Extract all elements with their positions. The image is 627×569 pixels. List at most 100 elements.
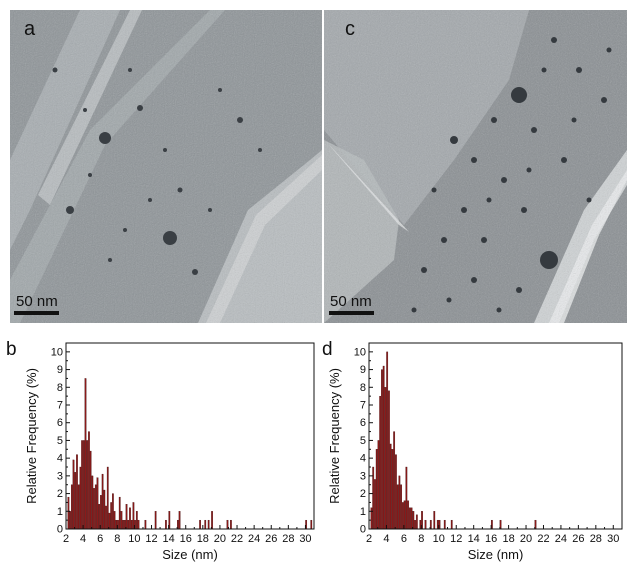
histogram-bar [137,519,140,530]
x-tick-label: 22 [231,533,243,545]
y-tick-label: 1 [57,506,63,518]
tem-image-c-graphic [324,10,627,323]
histogram-bar [74,472,77,530]
histogram-bar [132,502,135,530]
histogram-bar [67,496,70,530]
y-tick-label: 6 [57,417,63,429]
histogram-bar [386,351,389,530]
x-tick-label: 24 [555,533,567,545]
histogram-bar [98,504,101,530]
histogram-bar [72,459,75,530]
y-tick-label: 0 [360,524,366,536]
histogram-bar [395,454,397,530]
x-tick-label: 12 [450,533,462,545]
histogram-bar [204,519,207,530]
histogram-bar [108,512,111,530]
histogram-bar [408,507,411,530]
y-tick-label: 5 [360,435,366,447]
plot-frame [368,342,623,530]
y-tick-label: 4 [360,453,366,465]
histogram-bar [199,519,201,530]
x-tick-label: 8 [418,533,424,545]
panel-label-a: a [24,18,36,40]
histogram-bar [127,519,130,530]
histogram-bar [419,519,422,530]
histogram-bar [82,440,85,530]
histogram-bar [88,431,90,530]
x-tick-label: 24 [248,533,260,545]
histogram-bar [389,443,392,530]
scale-bar-label-c: 50 nm [330,293,372,310]
x-tick-label: 8 [114,533,120,545]
x-tick-label: 30 [607,533,619,545]
histogram-b: b 0 1 2 3 4 5 6 7 8 9 10 2 4 6 8 10 12 14 16 18 20 22 24 26 28 30 S… [0,333,320,564]
histogram-bar [407,500,409,530]
tem-image-a: a 50 nm [10,10,322,323]
tem-image-c: c 50 nm [324,10,627,323]
histogram-bar [94,484,97,530]
y-tick-label: 2 [57,488,63,500]
x-tick-label: 6 [401,533,407,545]
x-tick-label: 26 [265,533,277,545]
histogram-bar [70,484,73,530]
x-tick-label: 16 [180,533,192,545]
histogram-bar [69,511,71,530]
y-tick-label: 4 [57,453,63,465]
panel-label-c: c [345,18,355,40]
histogram-bar [374,479,376,530]
histogram-bar [115,519,118,530]
histogram-bar [207,519,210,530]
y-axis-label: Relative Frequency (%) [24,368,39,504]
histogram-bar [125,504,128,530]
panel-label-d: d [322,339,333,360]
histogram-bar [230,519,232,530]
histogram-bar [400,484,403,530]
x-tick-label: 2 [366,533,372,545]
y-tick-label: 5 [57,435,63,447]
x-tick-label: 10 [433,533,445,545]
y-tick-label: 7 [57,400,63,412]
histogram-bar [178,511,181,530]
histogram-bar [412,511,415,530]
y-tick-label: 3 [57,470,63,482]
histogram-bar [403,500,406,530]
histogram-bar [129,507,131,530]
histogram-d: d 0 1 2 3 4 5 6 7 8 9 10 2 4 6 8 10 12 14 16 18 20 22 24 26 28 30 S… [316,333,627,564]
scale-bar-label-a: 50 nm [16,293,58,310]
histogram-bar [118,496,121,530]
y-tick-label: 6 [360,417,366,429]
histogram-bar [101,473,104,530]
y-tick-label: 9 [57,364,63,376]
histogram-bar [106,466,109,530]
histogram-bar [384,387,387,530]
histogram-bar [77,484,80,530]
scale-bar-c [329,311,374,315]
histogram-bar [443,519,446,530]
histogram-bar [96,477,99,530]
histogram-bar [84,378,87,530]
histogram-bar [414,519,416,530]
x-axis-label: Size (nm) [162,547,218,562]
histogram-bar [135,511,138,530]
x-tick-label: 26 [572,533,584,545]
histogram-bar [154,511,157,530]
histogram-bar [89,450,92,530]
histogram-bar [450,519,453,530]
histogram-bar [113,511,116,530]
histogram-bar [76,454,78,530]
x-tick-label: 30 [299,533,311,545]
x-tick-label: 10 [128,533,140,545]
x-tick-label: 14 [162,533,174,545]
x-tick-label: 28 [590,533,602,545]
x-tick-label: 20 [520,533,532,545]
histogram-bar [165,519,167,530]
histogram-bar [130,519,133,530]
histogram-bar [396,484,399,530]
histogram-bar [81,440,83,530]
plot-frame [65,342,315,530]
x-tick-label: 16 [485,533,497,545]
x-tick-label: 28 [282,533,294,545]
y-tick-label: 10 [51,346,63,358]
